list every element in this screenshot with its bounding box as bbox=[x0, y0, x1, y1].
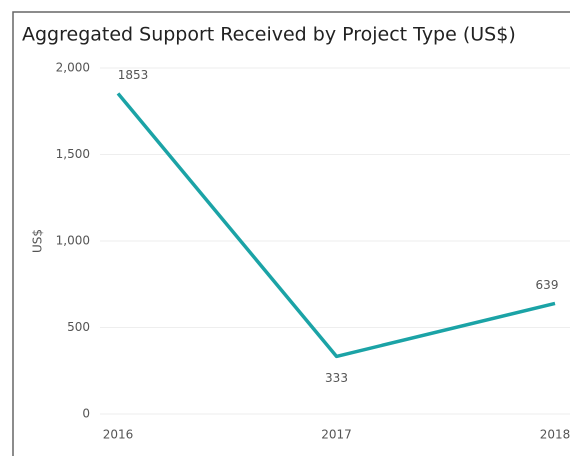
x-tick-label: 2018 bbox=[540, 428, 570, 442]
y-tick-label: 2,000 bbox=[56, 61, 90, 75]
chart-title: Aggregated Support Received by Project T… bbox=[22, 24, 516, 46]
data-label: 333 bbox=[325, 371, 348, 385]
data-label: 1853 bbox=[118, 68, 149, 82]
data-label: 639 bbox=[536, 278, 559, 292]
y-axis-label: US$ bbox=[31, 229, 45, 253]
y-tick-label: 1,000 bbox=[56, 234, 90, 248]
y-tick-label: 500 bbox=[67, 320, 90, 334]
x-tick-label: 2017 bbox=[321, 428, 352, 442]
y-tick-label: 0 bbox=[82, 407, 90, 421]
x-tick-label: 2016 bbox=[103, 428, 134, 442]
line bbox=[116, 92, 556, 359]
y-tick-label: 1,500 bbox=[56, 147, 90, 161]
panel-border bbox=[12, 11, 570, 456]
